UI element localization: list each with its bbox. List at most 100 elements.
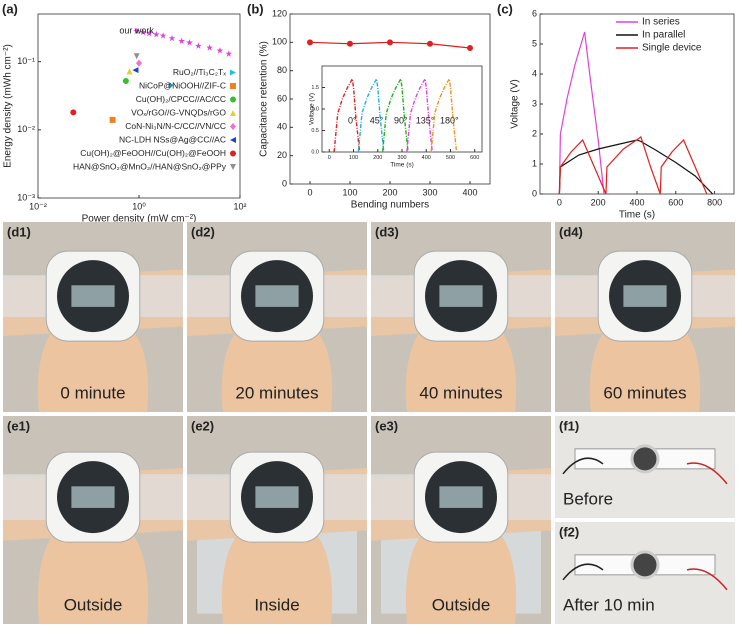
data-point xyxy=(159,32,167,39)
legend-marker xyxy=(230,83,236,89)
series-line xyxy=(430,76,458,153)
photo-label: (e2) xyxy=(191,418,214,433)
legend-label: Single device xyxy=(642,43,702,54)
wire xyxy=(686,568,728,591)
x-axis-label: Bending numbers xyxy=(351,199,429,210)
y-tick-label: 40 xyxy=(277,122,287,132)
data-point xyxy=(152,30,160,38)
photo-label: (e1) xyxy=(7,418,30,433)
x-tick-label: 800 xyxy=(707,197,722,207)
data-point xyxy=(136,59,142,67)
x-axis-label: Time (s) xyxy=(390,161,414,168)
data-point xyxy=(139,28,147,36)
series-line xyxy=(406,76,433,153)
data-point xyxy=(387,39,393,46)
x-tick-label: 100 xyxy=(342,187,357,197)
y-tick-label: 10⁻² xyxy=(17,124,35,134)
legend-label: Cu(OH)₂/CPCC//AC/CC xyxy=(136,94,226,104)
x-tick-label: 200 xyxy=(373,155,382,161)
x-tick-label: 10² xyxy=(233,201,246,211)
watch-lcd xyxy=(71,486,115,508)
panel-label: (c) xyxy=(497,1,513,16)
data-point xyxy=(132,67,139,74)
series-line xyxy=(357,76,385,153)
y-tick-label: 2 xyxy=(532,128,537,138)
watch-face xyxy=(630,444,660,474)
data-point xyxy=(70,109,77,116)
data-point xyxy=(122,78,129,85)
photo-caption: 40 minutes xyxy=(419,383,502,402)
wire xyxy=(562,563,604,581)
legend-marker xyxy=(230,69,236,76)
legend-label: NC-LDH NSs@Ag@CC//AC xyxy=(119,134,226,144)
x-tick-label: 200 xyxy=(382,187,397,197)
photo-caption: Inside xyxy=(254,595,299,614)
series-label: 90° xyxy=(394,115,408,125)
y-tick-label: 1 xyxy=(532,158,537,168)
watch-lcd xyxy=(623,285,667,307)
x-tick-label: 400 xyxy=(462,187,477,197)
x-tick-label: 400 xyxy=(422,155,431,161)
legend-label: RuO₂//Ti₃C₂Tₓ xyxy=(173,67,226,77)
data-point xyxy=(186,39,193,46)
data-point xyxy=(145,29,153,37)
y-tick-label: 0 xyxy=(282,178,287,188)
photo-caption: 20 minutes xyxy=(235,383,318,402)
watch-lcd xyxy=(439,486,483,508)
watch-lcd xyxy=(255,486,299,508)
series-line xyxy=(333,76,361,153)
series-label: 180° xyxy=(440,115,459,125)
data-point xyxy=(109,116,116,123)
x-tick-label: 200 xyxy=(591,197,606,207)
series-label: our work xyxy=(119,26,154,36)
series-line xyxy=(558,136,708,195)
x-tick-label: 500 xyxy=(446,155,455,161)
legend-marker xyxy=(230,137,236,143)
y-tick-label: 5 xyxy=(532,38,537,48)
legend-label: VOₓ/rGO//G-VNQDs/rGO xyxy=(131,107,226,117)
watch-lcd xyxy=(255,285,299,307)
photo-caption: Outside xyxy=(432,595,491,614)
series-label: 0° xyxy=(348,115,357,125)
legend-marker xyxy=(230,110,236,116)
y-tick-label: 100 xyxy=(272,37,287,47)
plot-frame xyxy=(321,65,483,153)
photo-caption: Before xyxy=(563,489,613,508)
x-tick-label: 400 xyxy=(629,197,644,207)
wire xyxy=(686,462,728,485)
x-tick-label: 600 xyxy=(470,155,479,161)
y-tick-label: 0.0 xyxy=(311,149,319,155)
data-point xyxy=(206,44,214,51)
watch-face xyxy=(630,550,660,580)
x-tick-label: 0 xyxy=(328,155,331,161)
data-point xyxy=(225,50,233,57)
y-tick-label: 10⁻³ xyxy=(17,192,35,202)
y-tick-label: 80 xyxy=(277,65,287,75)
photo-label: (f1) xyxy=(559,418,579,433)
x-tick-label: 100 xyxy=(349,155,358,161)
y-tick-label: 60 xyxy=(277,93,287,103)
y-tick-label: 120 xyxy=(272,8,287,18)
data-point xyxy=(133,27,141,35)
x-axis-label: Time (s) xyxy=(619,209,655,220)
panel-label: (a) xyxy=(2,1,18,16)
photo-label: (d1) xyxy=(7,224,31,239)
data-point xyxy=(427,40,433,47)
series-line xyxy=(558,139,714,195)
y-tick-label: 6 xyxy=(532,8,537,18)
y-tick-label: 0.5 xyxy=(311,128,319,134)
x-tick-label: 10⁰ xyxy=(132,201,146,211)
legend-marker xyxy=(230,164,236,170)
series-line xyxy=(558,31,605,195)
legend-label: HAN@SnO₂@MnO₂//HAN@SnO₂@PPy xyxy=(73,161,227,171)
y-axis-label: Voltage (V) xyxy=(309,93,316,125)
series-label: 135° xyxy=(416,115,435,125)
series-label: 45° xyxy=(370,115,384,125)
data-point xyxy=(467,45,473,51)
y-axis-label: Energy density (mWh cm⁻²) xyxy=(3,44,14,168)
legend-label: In parallel xyxy=(642,30,685,41)
photo-label: (f2) xyxy=(559,524,579,539)
photo-caption: 0 minute xyxy=(60,383,125,402)
x-tick-label: 300 xyxy=(422,187,437,197)
